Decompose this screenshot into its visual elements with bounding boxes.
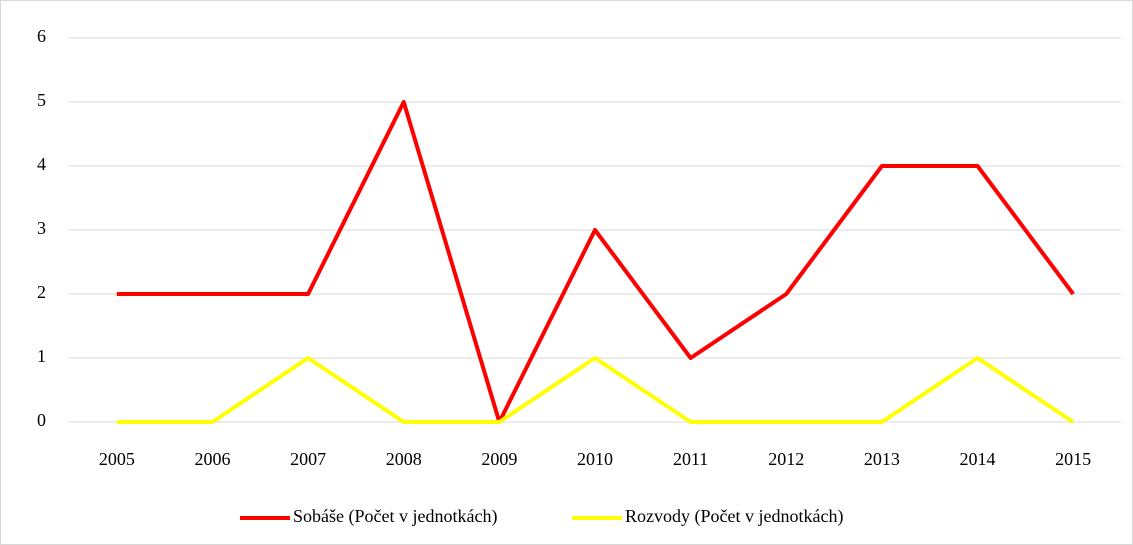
x-tick-label: 2015 <box>1055 449 1091 469</box>
legend-label: Sobáše (Počet v jednotkách) <box>293 506 497 527</box>
series-line <box>116 100 1075 424</box>
y-tick-label: 0 <box>37 410 46 430</box>
x-tick-label: 2006 <box>194 449 230 469</box>
x-tick-label: 2011 <box>673 449 708 469</box>
series-line <box>116 356 1075 424</box>
x-tick-label: 2008 <box>386 449 422 469</box>
legend-label: Rozvody (Počet v jednotkách) <box>625 506 843 527</box>
y-tick-label: 3 <box>37 218 46 238</box>
x-tick-label: 2013 <box>864 449 900 469</box>
x-tick-label: 2009 <box>481 449 517 469</box>
y-tick-label: 1 <box>37 346 46 366</box>
y-tick-label: 5 <box>37 90 46 110</box>
x-tick-label: 2014 <box>960 449 996 469</box>
x-tick-label: 2005 <box>99 449 135 469</box>
y-tick-label: 6 <box>37 26 46 46</box>
y-tick-label: 4 <box>37 154 46 174</box>
x-tick-label: 2007 <box>290 449 326 469</box>
x-tick-label: 2010 <box>577 449 613 469</box>
y-tick-label: 2 <box>37 282 46 302</box>
x-tick-label: 2012 <box>768 449 804 469</box>
